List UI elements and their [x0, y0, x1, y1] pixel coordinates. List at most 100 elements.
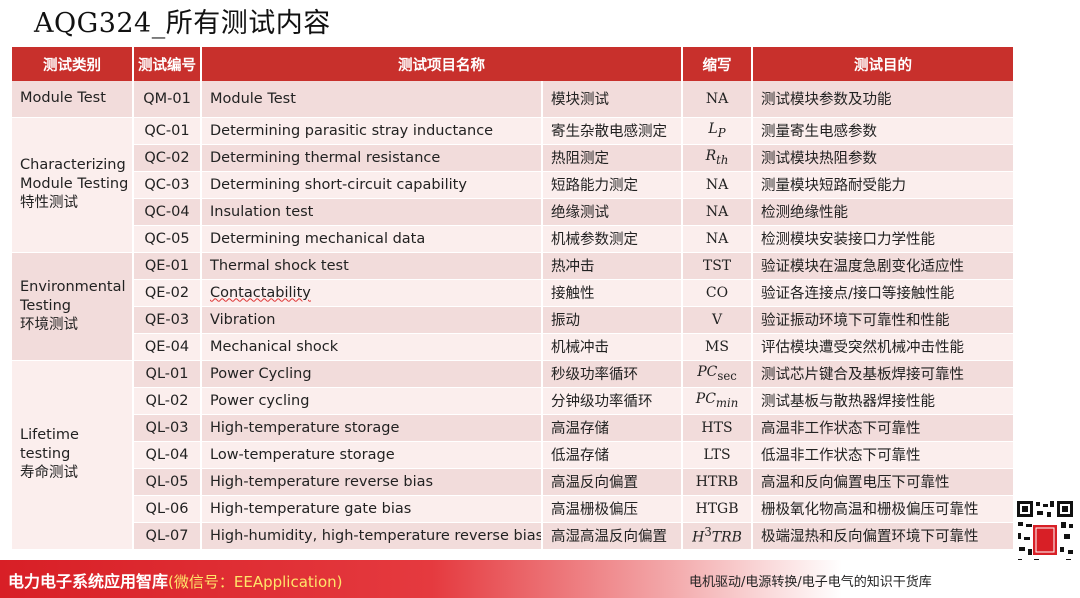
test-abbr: NA	[682, 198, 753, 226]
test-abbr: MS	[682, 333, 753, 361]
test-purpose: 高温和反向偏置电压下可靠性	[752, 468, 1013, 496]
table-header-row: 测试类别 测试编号 测试项目名称 缩写 测试目的	[12, 47, 1013, 81]
table-row: QL-03 High-temperature storage 高温存储 HTS …	[12, 414, 1013, 442]
test-code: QE-04	[133, 333, 202, 361]
table-row: QE-03 Vibration 振动 V 验证振动环境下可靠性和性能	[12, 306, 1013, 334]
test-code: QL-06	[133, 495, 202, 523]
test-abbr: LP	[682, 117, 753, 145]
test-name-en: High-temperature reverse bias	[201, 468, 543, 496]
table-row: Environmental Testing 环境测试 QE-01 Thermal…	[12, 252, 1013, 361]
footer-bar: 电力电子系统应用智库(微信号：EEApplication) 电机驱动/电源转换/…	[0, 560, 1080, 598]
category-lifetime: Lifetime testing 寿命测试	[12, 360, 134, 550]
test-code: QL-03	[133, 414, 202, 442]
test-purpose: 检测模块安装接口力学性能	[752, 225, 1013, 253]
test-name-zh: 高湿高温反向偏置	[542, 522, 683, 550]
category-line: testing	[20, 446, 71, 462]
test-abbr: NA	[682, 225, 753, 253]
test-name-zh: 秒级功率循环	[542, 360, 683, 388]
category-characterizing: Characterizing Module Testing 特性测试	[12, 117, 134, 253]
test-abbr: V	[682, 306, 753, 334]
test-name-en: Insulation test	[201, 198, 543, 226]
test-code: QL-05	[133, 468, 202, 496]
test-abbr: PCmin	[682, 387, 753, 415]
test-name-en: High-temperature storage	[201, 414, 543, 442]
test-purpose: 验证振动环境下可靠性和性能	[752, 306, 1013, 334]
test-code: QL-04	[133, 441, 202, 469]
test-abbr: NA	[682, 81, 753, 118]
test-abbr: CO	[682, 279, 753, 307]
table-row: QL-04 Low-temperature storage 低温存储 LTS 低…	[12, 441, 1013, 469]
table-row: QC-04 Insulation test 绝缘测试 NA 检测绝缘性能	[12, 198, 1013, 226]
category-line: Testing	[20, 297, 71, 314]
spellcheck-underline: Contactability	[210, 284, 311, 301]
category-line: Module Testing	[20, 176, 129, 192]
header-item-name: 测试项目名称	[201, 47, 683, 81]
test-name-zh: 机械冲击	[542, 333, 683, 361]
footer-tagline: 电机驱动/电源转换/电子电气的知识干货库	[689, 575, 932, 590]
test-abbr: TST	[682, 252, 753, 280]
test-name-en: Determining parasitic stray inductance	[201, 117, 543, 145]
footer-brand: 电力电子系统应用智库(微信号：EEApplication)	[8, 568, 343, 592]
test-purpose: 极端湿热和反向偏置环境下可靠性	[752, 522, 1013, 550]
test-purpose: 低温非工作状态下可靠性	[752, 441, 1013, 469]
test-name-zh: 寄生杂散电感测定	[542, 117, 683, 145]
test-code: QE-01	[133, 252, 202, 280]
test-purpose: 测试模块热阻参数	[752, 144, 1013, 172]
test-name-zh: 分钟级功率循环	[542, 387, 683, 415]
category-module-test: Module Test	[12, 81, 134, 118]
test-code: QE-03	[133, 306, 202, 334]
header-purpose: 测试目的	[752, 47, 1013, 81]
test-name-en: Low-temperature storage	[201, 441, 543, 469]
test-name-zh: 高温反向偏置	[542, 468, 683, 496]
table-row: QL-07 High-humidity, high-temperature re…	[12, 522, 1013, 550]
test-name-en: Determining short-circuit capability	[201, 171, 543, 199]
category-line: Characterizing	[20, 157, 126, 173]
table-row: Lifetime testing 寿命测试 QL-01 Power Cyclin…	[12, 360, 1013, 550]
test-name-en: Module Test	[201, 81, 543, 118]
test-code: QC-03	[133, 171, 202, 199]
test-name-en: Vibration	[201, 306, 543, 334]
test-purpose: 检测绝缘性能	[752, 198, 1013, 226]
table-row: QC-05 Determining mechanical data 机械参数测定…	[12, 225, 1013, 253]
test-purpose: 测试模块参数及功能	[752, 81, 1013, 118]
test-purpose: 测试芯片键合及基板焊接可靠性	[752, 360, 1013, 388]
test-name-zh: 低温存储	[542, 441, 683, 469]
category-line: Lifetime	[20, 427, 79, 443]
test-code: QL-01	[133, 360, 202, 388]
test-purpose: 测试基板与散热器焊接性能	[752, 387, 1013, 415]
table-row: QE-04 Mechanical shock 机械冲击 MS 评估模块遭受突然机…	[12, 333, 1013, 361]
test-abbr: PCsec	[682, 360, 753, 388]
test-name-en: Contactability	[201, 279, 543, 307]
test-purpose: 高温非工作状态下可靠性	[752, 414, 1013, 442]
test-name-zh: 绝缘测试	[542, 198, 683, 226]
test-name-en: Determining thermal resistance	[201, 144, 543, 172]
test-purpose: 测量模块短路耐受能力	[752, 171, 1013, 199]
table-row: Module Test QM-01 Module Test 模块测试 NA 测试…	[12, 81, 1013, 118]
test-name-zh: 振动	[542, 306, 683, 334]
header-abbr: 缩写	[682, 47, 753, 81]
test-purpose: 测量寄生电感参数	[752, 117, 1013, 145]
test-name-zh: 高温存储	[542, 414, 683, 442]
test-name-en: High-temperature gate bias	[201, 495, 543, 523]
category-line: 环境测试	[20, 316, 78, 333]
test-abbr: HTRB	[682, 468, 753, 496]
table-row: Characterizing Module Testing 特性测试 QC-01…	[12, 117, 1013, 253]
test-code: QM-01	[133, 81, 202, 118]
test-table: 测试类别 测试编号 测试项目名称 缩写 测试目的 Module Test QM-…	[12, 47, 1013, 550]
table-row: QE-02 Contactability 接触性 CO 验证各连接点/接口等接触…	[12, 279, 1013, 307]
category-line: 寿命测试	[20, 465, 78, 481]
test-name-zh: 模块测试	[542, 81, 683, 118]
brand-name: 电力电子系统应用智库	[8, 572, 169, 591]
test-code: QE-02	[133, 279, 202, 307]
test-name-zh: 机械参数测定	[542, 225, 683, 253]
test-abbr: LTS	[682, 441, 753, 469]
table-row: QL-05 High-temperature reverse bias 高温反向…	[12, 468, 1013, 496]
test-code: QC-01	[133, 117, 202, 145]
table-row: QL-06 High-temperature gate bias 高温栅极偏压 …	[12, 495, 1013, 523]
test-name-en: Determining mechanical data	[201, 225, 543, 253]
test-code: QC-04	[133, 198, 202, 226]
table-row: QC-03 Determining short-circuit capabili…	[12, 171, 1013, 199]
test-code: QC-05	[133, 225, 202, 253]
category-line: 特性测试	[20, 195, 78, 211]
test-code: QC-02	[133, 144, 202, 172]
